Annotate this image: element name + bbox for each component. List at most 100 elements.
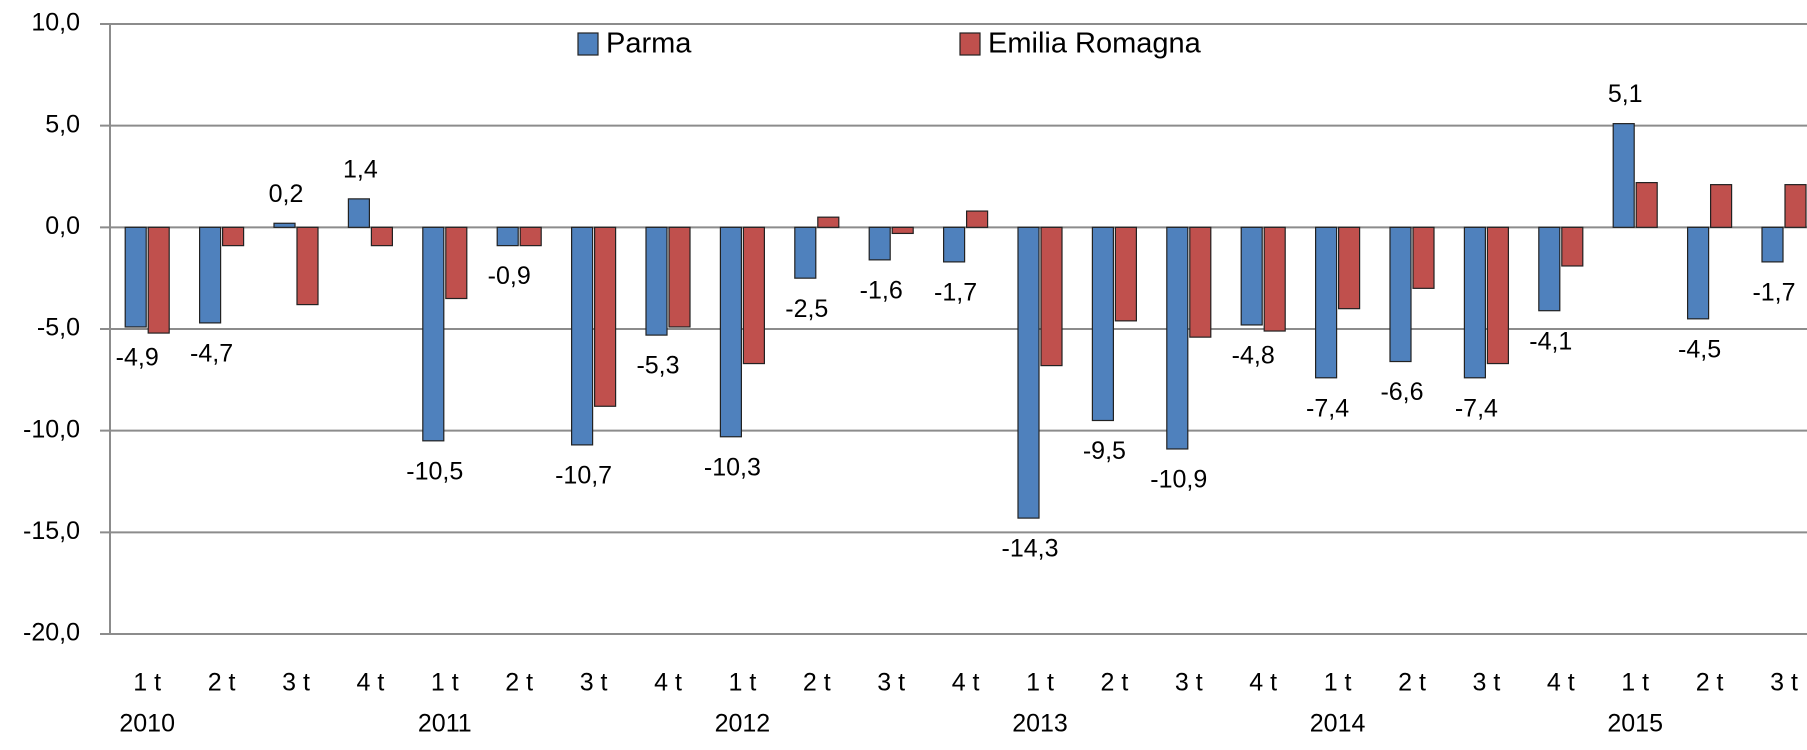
data-label: -10,9 — [1150, 466, 1207, 494]
x-tick-label: 1 t — [1026, 669, 1054, 697]
x-tick-label: 3 t — [580, 669, 608, 697]
x-tick-label: 3 t — [1175, 669, 1203, 697]
legend-swatch — [959, 32, 981, 56]
bar — [273, 222, 296, 228]
bar — [1686, 226, 1710, 320]
x-tick-label: 4 t — [1547, 669, 1575, 697]
bar — [519, 226, 542, 247]
data-label: -10,5 — [406, 457, 463, 485]
bar — [1486, 226, 1510, 365]
data-label: -0,9 — [488, 262, 531, 290]
bar — [965, 210, 989, 228]
bar — [1412, 226, 1435, 289]
bar — [124, 226, 147, 328]
bar — [296, 226, 319, 306]
bar — [1091, 226, 1115, 422]
bar — [742, 226, 766, 365]
bar — [868, 226, 891, 261]
data-label: -4,8 — [1232, 342, 1275, 370]
bar — [817, 216, 840, 228]
bar — [1337, 226, 1361, 310]
year-label: 2011 — [418, 710, 472, 738]
x-tick-label: 2 t — [208, 669, 236, 697]
y-tick-label: -5,0 — [37, 314, 80, 342]
x-tick-label: 4 t — [952, 669, 980, 697]
bar — [1561, 226, 1584, 267]
data-label: -7,4 — [1455, 394, 1498, 422]
legend-swatch — [577, 32, 599, 56]
bar — [1189, 226, 1212, 338]
bar — [719, 226, 743, 438]
x-tick-label: 1 t — [1621, 669, 1649, 697]
bar — [347, 198, 370, 228]
y-tick-label: 10,0 — [31, 9, 80, 37]
bar — [1314, 226, 1338, 379]
data-label: -7,4 — [1306, 394, 1349, 422]
x-tick-label: 2 t — [505, 669, 533, 697]
x-tick-label: 2 t — [1398, 669, 1426, 697]
bar — [1263, 226, 1286, 332]
bar — [593, 226, 617, 407]
year-label: 2014 — [1310, 710, 1366, 738]
data-label: 1,4 — [343, 155, 378, 183]
bar — [496, 226, 519, 247]
x-tick-label: 1 t — [431, 669, 459, 697]
x-tick-label: 3 t — [877, 669, 905, 697]
bar — [1538, 226, 1561, 312]
data-label: -4,5 — [1678, 335, 1721, 363]
bar — [422, 226, 445, 442]
year-label: 2012 — [715, 710, 771, 738]
x-tick-label: 4 t — [654, 669, 682, 697]
bar — [1635, 182, 1658, 228]
bar — [794, 226, 817, 279]
year-label: 2015 — [1607, 710, 1663, 738]
bar — [570, 226, 594, 446]
y-tick-label: -20,0 — [23, 619, 80, 647]
x-tick-label: 3 t — [1473, 669, 1501, 697]
data-label: -14,3 — [1002, 535, 1059, 563]
y-tick-label: -15,0 — [23, 517, 80, 545]
x-tick-label: 1 t — [1324, 669, 1352, 697]
x-tick-label: 4 t — [357, 669, 385, 697]
data-label: -10,7 — [555, 462, 612, 490]
bar — [147, 226, 170, 334]
bar — [1709, 184, 1733, 228]
bar — [1166, 226, 1189, 450]
x-tick-label: 3 t — [282, 669, 310, 697]
bar — [891, 226, 914, 235]
data-label: -4,1 — [1529, 327, 1572, 355]
bar — [942, 226, 966, 263]
y-tick-label: 5,0 — [45, 110, 80, 138]
legend-label: Emilia Romagna — [988, 28, 1202, 60]
bar — [1389, 226, 1412, 363]
data-label: -1,7 — [934, 279, 977, 307]
bar — [1463, 226, 1487, 379]
x-tick-label: 2 t — [1696, 669, 1724, 697]
year-label: 2013 — [1012, 710, 1068, 738]
bar — [1784, 184, 1807, 228]
bar — [1017, 226, 1040, 519]
x-tick-label: 2 t — [803, 669, 831, 697]
bar — [1114, 226, 1138, 322]
bar — [445, 226, 468, 300]
bar — [668, 226, 691, 328]
data-label: -4,9 — [116, 344, 159, 372]
data-label: -10,3 — [704, 453, 761, 481]
data-label: -5,3 — [636, 352, 679, 380]
bar — [199, 226, 222, 324]
data-label: -1,6 — [860, 276, 903, 304]
data-label: -4,7 — [190, 340, 233, 368]
data-label: -9,5 — [1083, 437, 1126, 465]
data-label: -2,5 — [785, 295, 828, 323]
legend-label: Parma — [606, 28, 692, 60]
bar — [1240, 226, 1263, 326]
bar — [1040, 226, 1063, 367]
data-label: 5,1 — [1608, 80, 1643, 108]
bar — [370, 226, 393, 247]
x-tick-label: 3 t — [1770, 669, 1798, 697]
y-tick-label: 0,0 — [45, 212, 80, 240]
x-tick-label: 1 t — [729, 669, 757, 697]
y-tick-label: -10,0 — [23, 415, 80, 443]
x-tick-label: 4 t — [1249, 669, 1277, 697]
